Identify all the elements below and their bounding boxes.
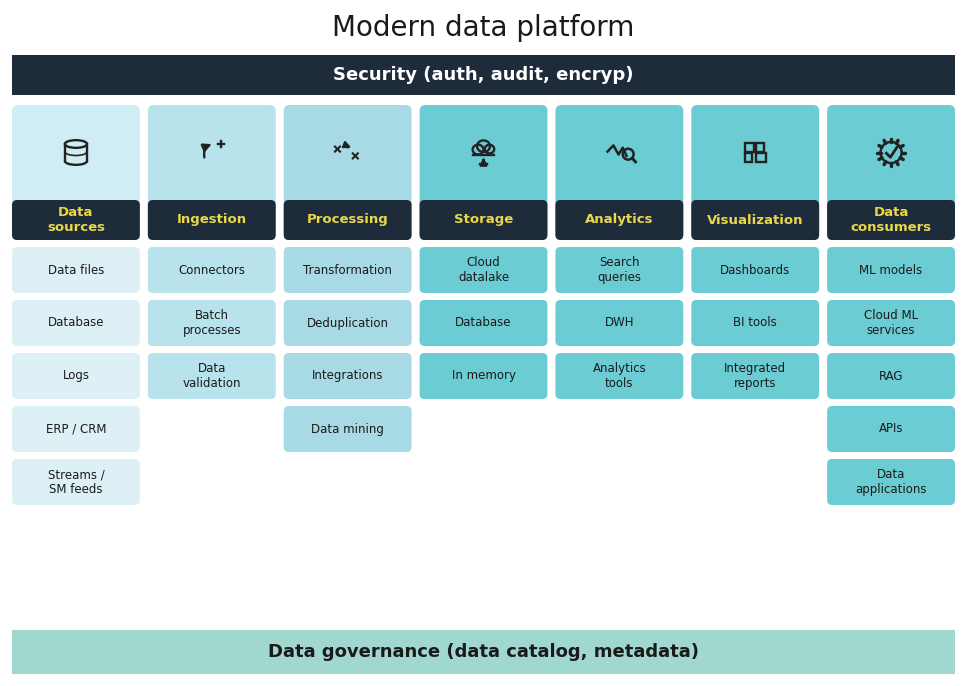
Bar [745, 143, 754, 152]
FancyBboxPatch shape [148, 300, 276, 346]
FancyBboxPatch shape [420, 300, 547, 346]
Text: Modern data platform: Modern data platform [333, 14, 634, 42]
FancyBboxPatch shape [148, 200, 276, 240]
FancyBboxPatch shape [827, 459, 955, 505]
FancyBboxPatch shape [420, 105, 547, 240]
FancyBboxPatch shape [283, 300, 412, 346]
Bar [756, 153, 766, 162]
FancyBboxPatch shape [827, 406, 955, 452]
Text: Transformation: Transformation [304, 263, 392, 276]
FancyBboxPatch shape [827, 105, 955, 240]
FancyBboxPatch shape [691, 247, 819, 293]
FancyBboxPatch shape [148, 353, 276, 399]
Text: Database: Database [47, 316, 104, 329]
Text: Analytics
tools: Analytics tools [593, 362, 646, 390]
FancyBboxPatch shape [691, 200, 819, 240]
Text: Data
sources: Data sources [47, 206, 105, 234]
Text: Visualization: Visualization [707, 213, 804, 226]
Text: Data governance (data catalog, metadata): Data governance (data catalog, metadata) [268, 643, 699, 661]
FancyBboxPatch shape [148, 105, 276, 240]
FancyBboxPatch shape [420, 247, 547, 293]
Text: Batch
processes: Batch processes [183, 309, 241, 337]
Text: Data mining: Data mining [311, 423, 384, 436]
FancyBboxPatch shape [827, 200, 955, 240]
FancyBboxPatch shape [555, 105, 684, 240]
Text: Integrations: Integrations [312, 370, 383, 383]
Text: Analytics: Analytics [585, 213, 654, 226]
Text: APIs: APIs [879, 423, 903, 436]
Text: Processing: Processing [307, 213, 389, 226]
FancyBboxPatch shape [283, 406, 412, 452]
FancyBboxPatch shape [12, 459, 140, 505]
FancyBboxPatch shape [283, 200, 412, 240]
FancyBboxPatch shape [420, 353, 547, 399]
FancyBboxPatch shape [12, 406, 140, 452]
FancyBboxPatch shape [691, 300, 819, 346]
Bar [12, 55, 955, 95]
FancyBboxPatch shape [12, 300, 140, 346]
Text: Cloud ML
services: Cloud ML services [864, 309, 918, 337]
Text: Data
validation: Data validation [183, 362, 241, 390]
Text: Deduplication: Deduplication [307, 316, 389, 329]
FancyBboxPatch shape [555, 200, 684, 240]
FancyBboxPatch shape [148, 247, 276, 293]
Text: Security (auth, audit, encryp): Security (auth, audit, encryp) [334, 66, 633, 84]
FancyBboxPatch shape [555, 300, 684, 346]
FancyBboxPatch shape [12, 353, 140, 399]
FancyBboxPatch shape [691, 353, 819, 399]
FancyBboxPatch shape [827, 300, 955, 346]
Text: Database: Database [455, 316, 512, 329]
Text: Streams /
SM feeds: Streams / SM feeds [47, 468, 104, 496]
Text: In memory: In memory [452, 370, 515, 383]
Text: Integrated
reports: Integrated reports [724, 362, 786, 390]
Bar [745, 153, 752, 162]
FancyBboxPatch shape [12, 247, 140, 293]
Bar [756, 143, 764, 152]
Text: Data
consumers: Data consumers [851, 206, 931, 234]
Text: Cloud
datalake: Cloud datalake [458, 256, 509, 284]
FancyBboxPatch shape [420, 200, 547, 240]
Text: Storage: Storage [454, 213, 513, 226]
Text: Data files: Data files [47, 263, 104, 276]
Text: ML models: ML models [860, 263, 923, 276]
Text: RAG: RAG [879, 370, 903, 383]
Text: BI tools: BI tools [733, 316, 777, 329]
FancyBboxPatch shape [12, 200, 140, 240]
Text: DWH: DWH [604, 316, 634, 329]
FancyBboxPatch shape [555, 247, 684, 293]
FancyBboxPatch shape [283, 105, 412, 240]
Text: Dashboards: Dashboards [720, 263, 790, 276]
FancyBboxPatch shape [555, 353, 684, 399]
Text: Data
applications: Data applications [856, 468, 926, 496]
Text: Logs: Logs [63, 370, 89, 383]
FancyBboxPatch shape [12, 105, 140, 240]
Text: Connectors: Connectors [178, 263, 246, 276]
FancyBboxPatch shape [827, 247, 955, 293]
FancyBboxPatch shape [283, 247, 412, 293]
FancyBboxPatch shape [691, 105, 819, 240]
Text: Search
queries: Search queries [598, 256, 641, 284]
Text: Ingestion: Ingestion [177, 213, 247, 226]
FancyBboxPatch shape [283, 353, 412, 399]
Text: ERP / CRM: ERP / CRM [45, 423, 106, 436]
FancyBboxPatch shape [827, 353, 955, 399]
Bar [12, 630, 955, 674]
